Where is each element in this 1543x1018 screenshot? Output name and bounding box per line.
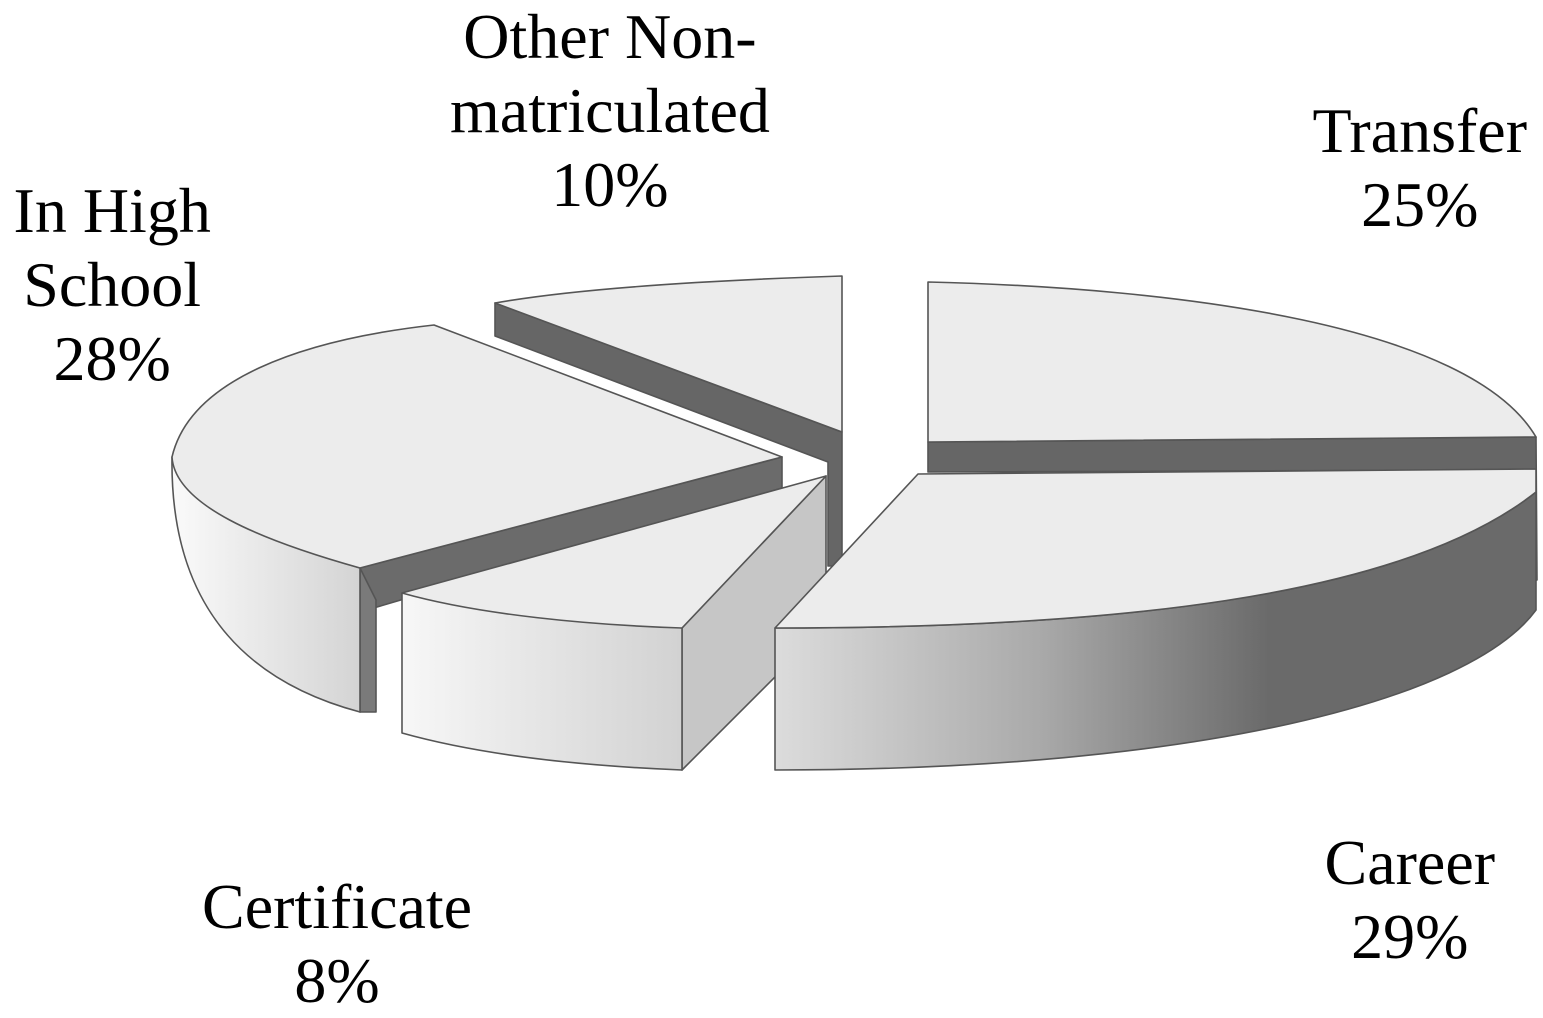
label-other-non-matriculated: Other Non-matriculated 10% [450,0,770,222]
label-in-high-school-name-line: School [23,249,202,320]
label-in-high-school-value: 28% [53,323,171,394]
label-other-non-matriculated-name-line: matriculated [450,75,770,146]
label-certificate-value: 8% [294,945,380,1016]
label-career-value: 29% [1351,901,1469,972]
label-in-high-school: In High School 28% [14,174,211,396]
label-in-high-school-name-line: In High [13,175,211,246]
slice-other-non-matriculated-top-face [494,275,843,433]
label-transfer-value: 25% [1361,169,1479,240]
label-other-non-matriculated-value: 10% [551,149,669,220]
label-other-non-matriculated-name-line: Other Non- [463,1,757,72]
label-transfer-name-line: Transfer [1312,95,1528,166]
label-career: Career 29% [1325,826,1496,974]
slice-in-high-school-top-face [171,324,783,569]
label-career-name-line: Career [1324,827,1496,898]
label-certificate-name-line: Certificate [202,871,473,942]
label-certificate: Certificate 8% [202,870,472,1018]
slice-career-top-face [774,468,1537,629]
slice-transfer-top-face [927,281,1537,443]
slice-certificate-side-wall [401,592,683,771]
label-transfer: Transfer 25% [1313,94,1528,242]
slice-certificate-top-face [401,475,827,629]
